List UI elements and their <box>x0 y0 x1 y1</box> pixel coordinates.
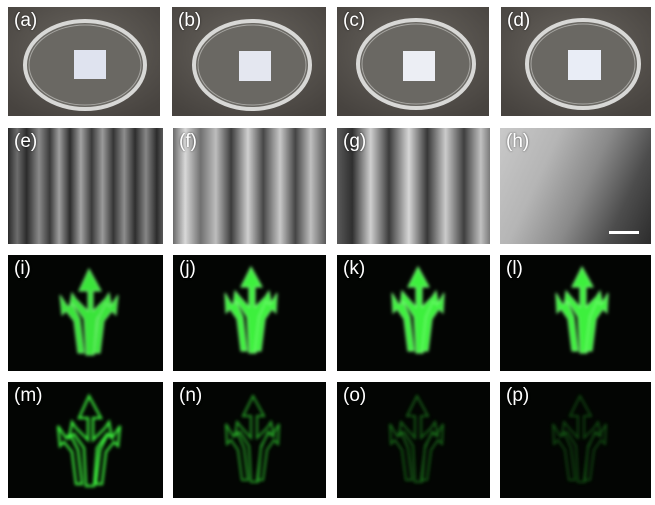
trident-outline-image <box>225 394 280 483</box>
sample-disc-photo <box>8 7 160 116</box>
panel-m-fluorescence: (m) <box>8 382 163 498</box>
panel-label: (d) <box>507 10 531 31</box>
panel-label: (m) <box>14 385 43 406</box>
panel-label: (b) <box>178 10 202 31</box>
sample-disc-photo <box>337 7 489 116</box>
panel-o-fluorescence: (o) <box>337 382 490 498</box>
panel-h-micrograph: (h) <box>500 128 651 244</box>
trident-glow-image <box>391 265 445 354</box>
panel-c-photo: (c) <box>337 7 489 116</box>
panel-e-micrograph: (e) <box>8 128 163 244</box>
trident-glow-image <box>224 265 278 354</box>
panel-label: (e) <box>14 131 38 152</box>
panel-p-fluorescence: (p) <box>500 382 651 498</box>
sample-disc-photo <box>172 7 326 116</box>
panel-label: (c) <box>343 10 366 31</box>
panel-f-micrograph: (f) <box>173 128 326 244</box>
panel-label: (a) <box>14 10 38 31</box>
panel-label: (f) <box>179 131 197 152</box>
trident-outline-image <box>552 394 607 483</box>
sample-disc-photo <box>501 7 651 116</box>
panel-i-fluorescence: (i) <box>8 255 163 371</box>
panel-label: (j) <box>179 258 196 279</box>
trident-outline-image <box>56 393 122 488</box>
panel-j-fluorescence: (j) <box>173 255 326 371</box>
panel-label: (i) <box>14 258 31 279</box>
panel-l-fluorescence: (l) <box>500 255 651 371</box>
panel-label: (k) <box>343 258 366 279</box>
panel-g-micrograph: (g) <box>337 128 490 244</box>
panel-label: (o) <box>343 385 367 406</box>
panel-n-fluorescence: (n) <box>173 382 326 498</box>
panel-label: (h) <box>506 131 530 152</box>
panel-a-photo: (a) <box>8 7 160 116</box>
panel-label: (l) <box>506 258 523 279</box>
trident-glow-image <box>555 265 609 354</box>
trident-glow-image <box>59 267 119 356</box>
panel-label: (p) <box>506 385 530 406</box>
panel-d-photo: (d) <box>501 7 651 116</box>
panel-label: (n) <box>179 385 203 406</box>
panel-label: (g) <box>343 131 367 152</box>
panel-k-fluorescence: (k) <box>337 255 490 371</box>
panel-b-photo: (b) <box>172 7 326 116</box>
trident-outline-image <box>389 394 444 483</box>
scale-bar <box>609 231 639 234</box>
